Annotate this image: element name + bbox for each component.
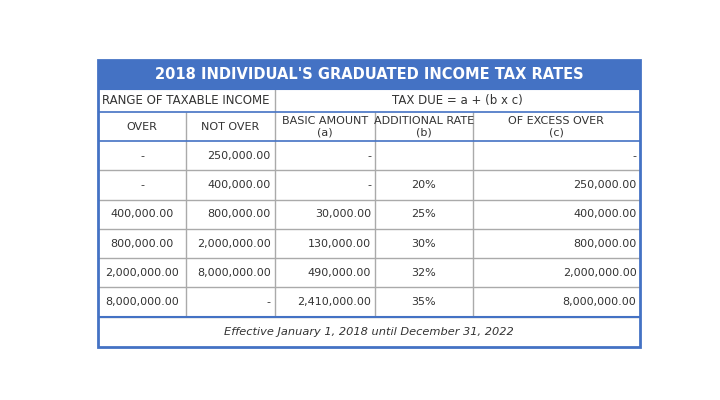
Text: 8,000,000.00: 8,000,000.00 [105, 297, 179, 307]
Text: 2,000,000.00: 2,000,000.00 [197, 238, 271, 248]
Text: 2,000,000.00: 2,000,000.00 [105, 268, 179, 278]
Text: 8,000,000.00: 8,000,000.00 [197, 268, 271, 278]
Text: 400,000.00: 400,000.00 [110, 209, 174, 219]
Text: 30%: 30% [412, 238, 436, 248]
Text: 130,000.00: 130,000.00 [308, 238, 371, 248]
Text: OF EXCESS OVER
(c): OF EXCESS OVER (c) [508, 116, 604, 137]
Text: -: - [140, 151, 144, 161]
Text: TAX DUE = a + (b x c): TAX DUE = a + (b x c) [392, 94, 523, 107]
Bar [98, 317, 640, 347]
Text: 8,000,000.00: 8,000,000.00 [562, 297, 636, 307]
Text: 35%: 35% [412, 297, 436, 307]
Bar [98, 200, 640, 229]
Text: -: - [367, 151, 371, 161]
Text: RANGE OF TAXABLE INCOME: RANGE OF TAXABLE INCOME [102, 94, 270, 107]
Text: 250,000.00: 250,000.00 [207, 151, 271, 161]
Text: 800,000.00: 800,000.00 [573, 238, 636, 248]
Text: 800,000.00: 800,000.00 [110, 238, 174, 248]
Text: ADDITIONAL RATE
(b): ADDITIONAL RATE (b) [374, 116, 474, 137]
Text: 2,000,000.00: 2,000,000.00 [562, 268, 636, 278]
Text: 32%: 32% [411, 268, 436, 278]
Text: 250,000.00: 250,000.00 [573, 180, 636, 190]
Text: OVER: OVER [127, 122, 158, 132]
Bar [98, 170, 640, 200]
Bar [98, 60, 640, 89]
Text: 490,000.00: 490,000.00 [307, 268, 371, 278]
Text: 400,000.00: 400,000.00 [573, 209, 636, 219]
Bar [98, 112, 640, 141]
Bar [98, 229, 640, 258]
Text: Effective January 1, 2018 until December 31, 2022: Effective January 1, 2018 until December… [224, 327, 514, 337]
Bar [98, 141, 640, 170]
Text: -: - [266, 297, 271, 307]
Bar [98, 89, 640, 112]
Text: 25%: 25% [411, 209, 436, 219]
Bar [98, 288, 640, 317]
Text: -: - [367, 180, 371, 190]
Text: 30,000.00: 30,000.00 [315, 209, 371, 219]
Text: -: - [140, 180, 144, 190]
Text: BASIC AMOUNT
(a): BASIC AMOUNT (a) [282, 116, 368, 137]
Text: NOT OVER: NOT OVER [202, 122, 259, 132]
Text: 20%: 20% [411, 180, 436, 190]
Text: 800,000.00: 800,000.00 [207, 209, 271, 219]
Text: 400,000.00: 400,000.00 [207, 180, 271, 190]
Text: 2018 INDIVIDUAL'S GRADUATED INCOME TAX RATES: 2018 INDIVIDUAL'S GRADUATED INCOME TAX R… [155, 67, 583, 82]
Text: 2,410,000.00: 2,410,000.00 [297, 297, 371, 307]
Bar [98, 258, 640, 288]
Text: -: - [632, 151, 636, 161]
